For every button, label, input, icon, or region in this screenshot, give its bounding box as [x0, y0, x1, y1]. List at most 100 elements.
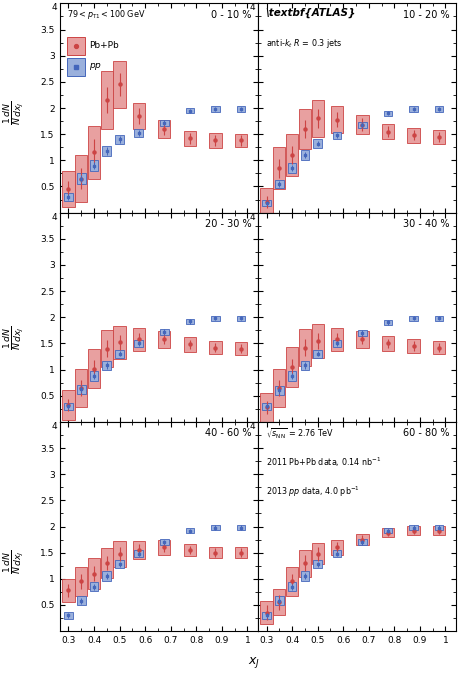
Bar	[435, 316, 443, 321]
Bar	[115, 135, 124, 144]
Bar	[409, 525, 418, 530]
Bar	[235, 342, 247, 355]
Bar	[356, 534, 369, 545]
Text: 10 - 20 %: 10 - 20 %	[403, 9, 450, 20]
Text: 40 - 60 %: 40 - 60 %	[205, 428, 252, 438]
Bar	[286, 567, 298, 596]
Bar	[77, 385, 86, 394]
Bar	[262, 402, 271, 410]
Bar	[237, 107, 245, 111]
Bar	[382, 124, 394, 139]
Bar	[75, 369, 87, 407]
Text: Pb+Pb: Pb+Pb	[89, 41, 119, 51]
Bar	[114, 61, 126, 108]
Bar	[261, 188, 273, 217]
Bar	[356, 331, 369, 348]
Bar	[286, 134, 298, 176]
Bar	[262, 200, 271, 207]
Bar	[433, 526, 445, 535]
Bar	[275, 180, 284, 188]
Bar	[273, 589, 285, 616]
Bar	[333, 550, 341, 558]
Bar	[288, 582, 296, 591]
Text: anti-$k_t$ $R$ = 0.3 jets: anti-$k_t$ $R$ = 0.3 jets	[266, 37, 342, 50]
Text: 4: 4	[52, 422, 58, 431]
Bar	[75, 567, 87, 596]
Text: 4: 4	[250, 422, 256, 431]
Bar	[300, 151, 309, 160]
Bar	[261, 393, 273, 422]
Bar	[313, 560, 322, 568]
Bar	[358, 122, 367, 128]
Text: $\frac{1}{N}\frac{dN}{dx_J}$: $\frac{1}{N}\frac{dN}{dx_J}$	[2, 550, 27, 574]
Text: 2011 Pb+Pb data, 0.14 nb$^{-1}$: 2011 Pb+Pb data, 0.14 nb$^{-1}$	[266, 456, 381, 468]
Bar	[114, 541, 126, 567]
Bar	[313, 139, 322, 148]
Bar	[133, 103, 145, 129]
Bar	[185, 108, 194, 113]
Bar	[311, 100, 324, 137]
Bar	[408, 128, 420, 142]
Bar	[313, 350, 322, 358]
Bar	[409, 316, 418, 321]
Bar	[67, 37, 85, 55]
Bar	[275, 386, 284, 395]
Text: 4: 4	[250, 3, 256, 12]
Bar	[135, 550, 143, 558]
Bar	[77, 596, 86, 605]
Bar	[288, 163, 296, 173]
Bar	[103, 146, 111, 156]
Bar	[75, 155, 87, 202]
Bar	[435, 107, 443, 111]
Bar	[433, 130, 445, 144]
Bar	[115, 350, 124, 358]
Bar	[235, 134, 247, 146]
Bar	[62, 390, 75, 420]
Bar	[184, 131, 196, 146]
Bar	[211, 525, 220, 530]
Bar	[235, 547, 247, 558]
Bar	[358, 539, 367, 545]
Bar	[286, 347, 298, 387]
Bar	[184, 337, 196, 352]
Bar	[382, 336, 394, 351]
Bar	[311, 543, 324, 564]
Text: 0 - 10 %: 0 - 10 %	[211, 9, 252, 20]
Bar	[333, 340, 341, 347]
Bar	[273, 369, 285, 407]
Bar	[88, 558, 100, 589]
Bar	[384, 528, 393, 533]
Bar	[88, 126, 100, 179]
Bar	[408, 340, 420, 353]
Bar	[185, 319, 194, 324]
Bar	[209, 133, 222, 148]
Text: $pp$: $pp$	[89, 61, 102, 72]
Bar	[88, 348, 100, 388]
Bar	[384, 111, 393, 116]
Bar	[358, 330, 367, 336]
Bar	[262, 612, 271, 619]
Bar	[211, 107, 220, 111]
Bar	[62, 578, 75, 602]
Bar	[135, 340, 143, 347]
Bar	[158, 540, 170, 555]
Bar	[300, 360, 309, 370]
Text: 4: 4	[52, 3, 58, 12]
Bar	[90, 582, 98, 591]
Bar	[384, 320, 393, 325]
Text: 2013 $pp$ data, 4.0 pb$^{-1}$: 2013 $pp$ data, 4.0 pb$^{-1}$	[266, 485, 360, 499]
Bar	[90, 161, 98, 171]
Bar	[103, 360, 111, 370]
Bar	[356, 115, 369, 134]
Bar	[433, 342, 445, 354]
Bar	[331, 107, 343, 132]
Bar	[77, 173, 86, 184]
Bar	[333, 132, 341, 139]
Bar	[135, 130, 143, 137]
Bar	[211, 316, 220, 321]
Text: 30 - 40 %: 30 - 40 %	[403, 219, 450, 229]
Bar	[299, 109, 311, 148]
Bar	[101, 549, 113, 578]
Bar	[158, 331, 170, 348]
Bar	[90, 371, 98, 381]
